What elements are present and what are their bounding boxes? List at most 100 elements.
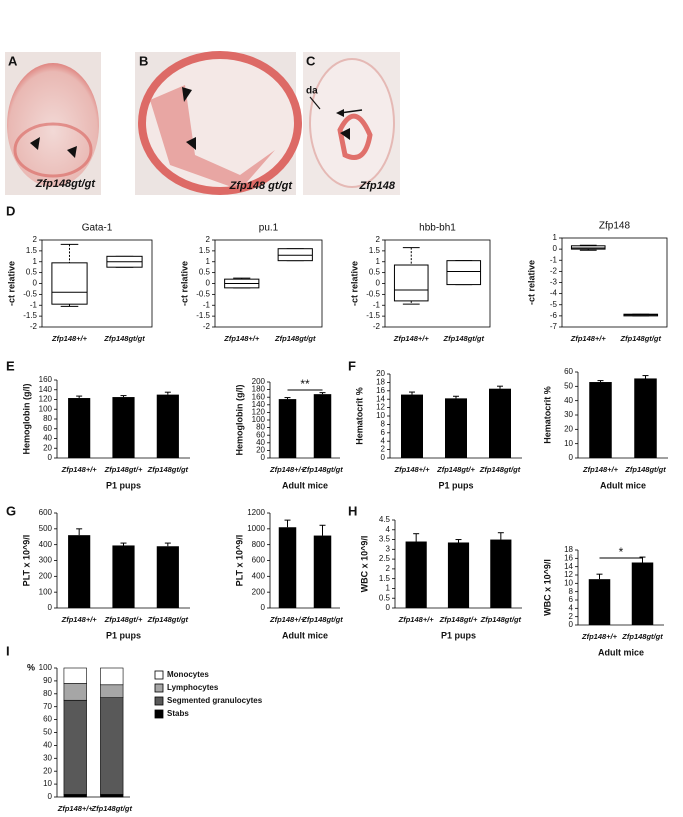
bar <box>112 545 135 608</box>
x-axis-label: Adult mice <box>282 480 328 490</box>
y-tick-label: 0.5 <box>26 268 38 277</box>
y-axis-label: -ct relative <box>179 261 189 306</box>
y-tick-label: 60 <box>564 367 573 376</box>
y-tick-label: -0.5 <box>366 289 380 298</box>
y-tick-label: 60 <box>256 430 265 439</box>
box <box>277 248 313 262</box>
y-tick-label: 16 <box>376 386 385 395</box>
x-tick-label: Zfp148+/+ <box>269 465 306 474</box>
y-tick-label: 1 <box>33 257 38 266</box>
y-tick-label: -4 <box>550 289 558 298</box>
y-tick-label: -1 <box>373 300 381 309</box>
x-tick-label: Zfp148+/+ <box>269 615 306 624</box>
panel-label: H <box>348 503 357 518</box>
y-tick-label: 160 <box>252 392 266 401</box>
plot-frame <box>384 239 491 328</box>
x-axis-label: Adult mice <box>282 630 328 640</box>
y-tick-label: 200 <box>252 587 266 596</box>
y-tick-label: 70 <box>43 702 52 711</box>
y-tick-label: 40 <box>43 741 52 750</box>
chart-title: Zfp148 <box>599 221 631 232</box>
y-tick-label: 200 <box>252 377 266 386</box>
y-tick-label: 10 <box>564 578 573 587</box>
x-axis-label: P1 pups <box>441 630 476 640</box>
x-tick-label: Zfp148+/+ <box>581 632 618 641</box>
x-tick-label: Zfp148+/+ <box>570 334 607 343</box>
y-tick-label: 500 <box>39 524 53 533</box>
x-tick-label: Zfp148gt/gt <box>103 334 145 343</box>
y-tick-label: -3 <box>550 278 558 287</box>
panel-label: I <box>6 643 10 658</box>
x-tick-label: Zfp148+/+ <box>393 465 430 474</box>
y-tick-label: 0 <box>48 603 53 612</box>
bar <box>447 542 470 608</box>
y-axis-label: PLT x 10^9/l <box>21 535 31 587</box>
y-tick-label: 40 <box>564 396 573 405</box>
bar <box>278 399 297 458</box>
y-tick-label: 120 <box>252 408 266 417</box>
y-tick-label: 20 <box>43 766 52 775</box>
y-tick-label: -2 <box>203 322 211 331</box>
y-tick-label: 90 <box>43 676 52 685</box>
y-tick-label: 30 <box>43 753 52 762</box>
y-tick-label: 2 <box>376 235 381 244</box>
y-tick-label: 0 <box>33 279 38 288</box>
box <box>393 264 429 302</box>
y-tick-label: 80 <box>43 689 52 698</box>
y-tick-label: 20 <box>43 443 52 452</box>
y-tick-label: 1 <box>386 584 391 593</box>
significance-label: * <box>619 545 624 559</box>
y-tick-label: 2.5 <box>379 554 391 563</box>
y-tick-label: 20 <box>256 446 265 455</box>
y-tick-label: 0 <box>553 244 558 253</box>
y-axis-label: -ct relative <box>526 260 536 305</box>
bar <box>278 527 297 608</box>
y-tick-label: -1 <box>30 300 38 309</box>
y-tick-label: 2 <box>381 445 386 454</box>
y-axis-label: -ct relative <box>6 261 16 306</box>
y-tick-label: 600 <box>39 508 53 517</box>
bar-segment <box>100 794 124 798</box>
y-tick-label: 0 <box>48 792 53 801</box>
panel-label: E <box>6 358 15 373</box>
y-tick-label: 1.5 <box>26 246 38 255</box>
legend-swatch <box>154 696 164 706</box>
box <box>51 262 88 305</box>
y-tick-label: 20 <box>376 369 385 378</box>
x-tick-label: Zfp148gt/+ <box>436 465 475 474</box>
y-tick-label: 1200 <box>247 508 265 517</box>
legend-swatch <box>154 670 164 680</box>
panel-label: B <box>139 53 148 68</box>
x-tick-label: Zfp148gt/gt <box>479 465 521 474</box>
y-tick-label: -2 <box>373 322 381 331</box>
y-tick-label: 0.5 <box>199 268 211 277</box>
box <box>446 260 482 286</box>
y-tick-label: 10 <box>43 779 52 788</box>
y-axis-label: Hematocrit % <box>354 387 364 445</box>
bar <box>68 398 91 458</box>
y-tick-label: 1.5 <box>199 246 211 255</box>
y-tick-label: 10 <box>564 439 573 448</box>
y-tick-label: 8 <box>381 420 386 429</box>
y-tick-label: 180 <box>252 385 266 394</box>
chart-title: hbb-bh1 <box>419 223 456 234</box>
x-tick-label: Zfp148gt/+ <box>104 465 143 474</box>
x-tick-label: Zfp148gt/gt <box>480 615 522 624</box>
image-caption: Zfp148gt/gt <box>35 178 97 190</box>
y-tick-label: 30 <box>564 410 573 419</box>
x-tick-label: Zfp148+/+ <box>57 804 94 813</box>
y-tick-label: 0.5 <box>379 593 391 602</box>
y-axis-label: Hemoglobin (g/l) <box>234 385 244 456</box>
y-tick-label: 16 <box>564 553 573 562</box>
bar <box>589 382 612 458</box>
y-tick-label: 0 <box>261 453 266 462</box>
y-tick-label: 100 <box>39 663 53 672</box>
y-tick-label: 600 <box>252 556 266 565</box>
annotation: da <box>306 86 318 97</box>
y-tick-label: 20 <box>564 424 573 433</box>
y-tick-label: 120 <box>39 395 53 404</box>
bar <box>405 541 427 608</box>
bar-segment <box>100 667 124 686</box>
y-tick-label: 4.5 <box>379 515 391 524</box>
